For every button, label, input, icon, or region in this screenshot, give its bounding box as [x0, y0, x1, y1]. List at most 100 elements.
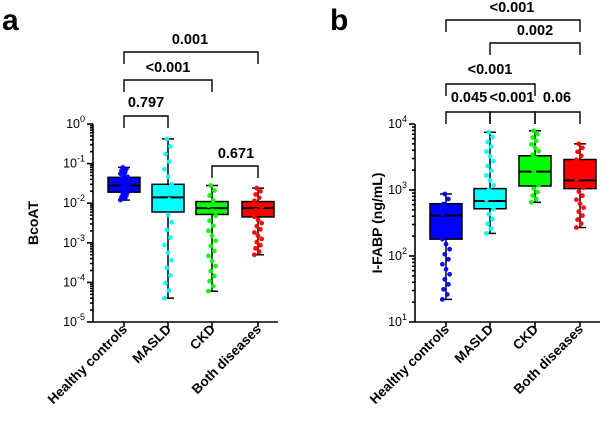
data-point — [530, 193, 535, 198]
y-tick-label: 10-5 — [63, 312, 85, 329]
data-point — [446, 196, 451, 202]
data-point — [443, 266, 449, 272]
panel-letter: b — [330, 4, 348, 37]
data-point — [125, 189, 130, 195]
y-tick-label: 10-4 — [63, 272, 85, 289]
data-point — [446, 281, 451, 287]
data-point — [533, 155, 539, 161]
data-point — [255, 201, 261, 207]
data-point — [164, 136, 170, 142]
data-point — [486, 129, 492, 135]
p-value-label: <0.001 — [490, 0, 535, 16]
p-value-label: <0.001 — [468, 62, 513, 78]
x-tick-label: CKD — [187, 321, 218, 352]
data-point — [531, 169, 537, 175]
data-point — [577, 181, 583, 187]
data-point — [166, 159, 172, 165]
box-iqr — [241, 200, 275, 218]
data-point — [162, 166, 167, 172]
p-value-label: 0.671 — [218, 146, 254, 162]
significance-bracket — [445, 83, 536, 96]
p-value-label: <0.001 — [146, 60, 191, 76]
data-point — [443, 241, 449, 247]
data-point — [252, 230, 257, 235]
data-point — [208, 183, 214, 188]
data-point — [124, 166, 129, 172]
data-point — [213, 263, 219, 269]
data-point — [580, 145, 585, 151]
box-healthy-controls — [429, 191, 463, 302]
data-point — [442, 191, 448, 197]
data-point — [581, 185, 586, 191]
data-point — [255, 233, 261, 239]
y-tick-label: 101 — [388, 312, 407, 329]
data-point — [447, 221, 452, 227]
data-point — [580, 193, 585, 199]
data-point — [207, 278, 213, 284]
x-tick-label: MASLD — [452, 321, 497, 366]
data-point — [581, 165, 586, 171]
y-axis-label: BcoAT — [25, 201, 41, 246]
data-point — [535, 189, 540, 195]
data-point — [484, 231, 489, 236]
p-value-label: 0.045 — [451, 90, 487, 106]
significance-bracket — [211, 165, 259, 178]
data-point — [576, 141, 582, 147]
data-point — [530, 152, 535, 158]
data-point — [162, 204, 167, 210]
data-point — [258, 242, 263, 248]
data-point — [125, 182, 130, 187]
data-point — [578, 153, 584, 159]
data-point — [259, 220, 264, 226]
data-point — [206, 228, 211, 234]
data-point — [484, 149, 489, 154]
data-point — [163, 151, 169, 157]
data-point — [447, 246, 452, 252]
x-tick-label: Healthy controls — [367, 322, 452, 407]
data-point — [581, 205, 586, 211]
data-point — [533, 196, 539, 202]
data-point — [536, 165, 541, 171]
data-point — [207, 218, 213, 224]
data-point — [259, 204, 264, 210]
data-point — [208, 268, 214, 274]
data-point — [252, 252, 257, 258]
data-point — [118, 186, 123, 192]
data-point — [531, 128, 537, 134]
data-point — [490, 192, 495, 198]
p-value-label: 0.797 — [128, 95, 164, 111]
data-point — [532, 179, 538, 185]
data-point — [166, 288, 172, 293]
data-point — [206, 253, 211, 259]
box-both-diseases — [563, 141, 597, 230]
data-point — [529, 141, 534, 147]
data-point — [168, 273, 173, 278]
data-point — [212, 273, 217, 279]
data-point — [209, 258, 215, 264]
data-point — [209, 208, 215, 214]
data-point — [576, 189, 582, 195]
significance-bracket — [123, 115, 169, 128]
data-point — [444, 231, 450, 237]
data-point — [529, 159, 534, 164]
data-point — [485, 221, 490, 227]
data-point — [259, 236, 264, 242]
data-point — [165, 174, 171, 180]
box-both-diseases — [241, 185, 275, 258]
data-point — [165, 212, 171, 218]
data-point — [168, 144, 173, 149]
data-point — [533, 138, 539, 144]
data-point — [488, 226, 494, 231]
data-point — [166, 197, 172, 202]
data-point — [210, 283, 216, 289]
data-point — [168, 235, 173, 240]
data-point — [484, 173, 489, 178]
data-point — [254, 239, 260, 245]
data-point — [206, 203, 211, 209]
data-point — [485, 163, 490, 169]
y-tick-label: 104 — [388, 114, 407, 131]
data-point — [443, 216, 449, 222]
data-point — [491, 158, 496, 164]
data-point — [209, 233, 215, 239]
